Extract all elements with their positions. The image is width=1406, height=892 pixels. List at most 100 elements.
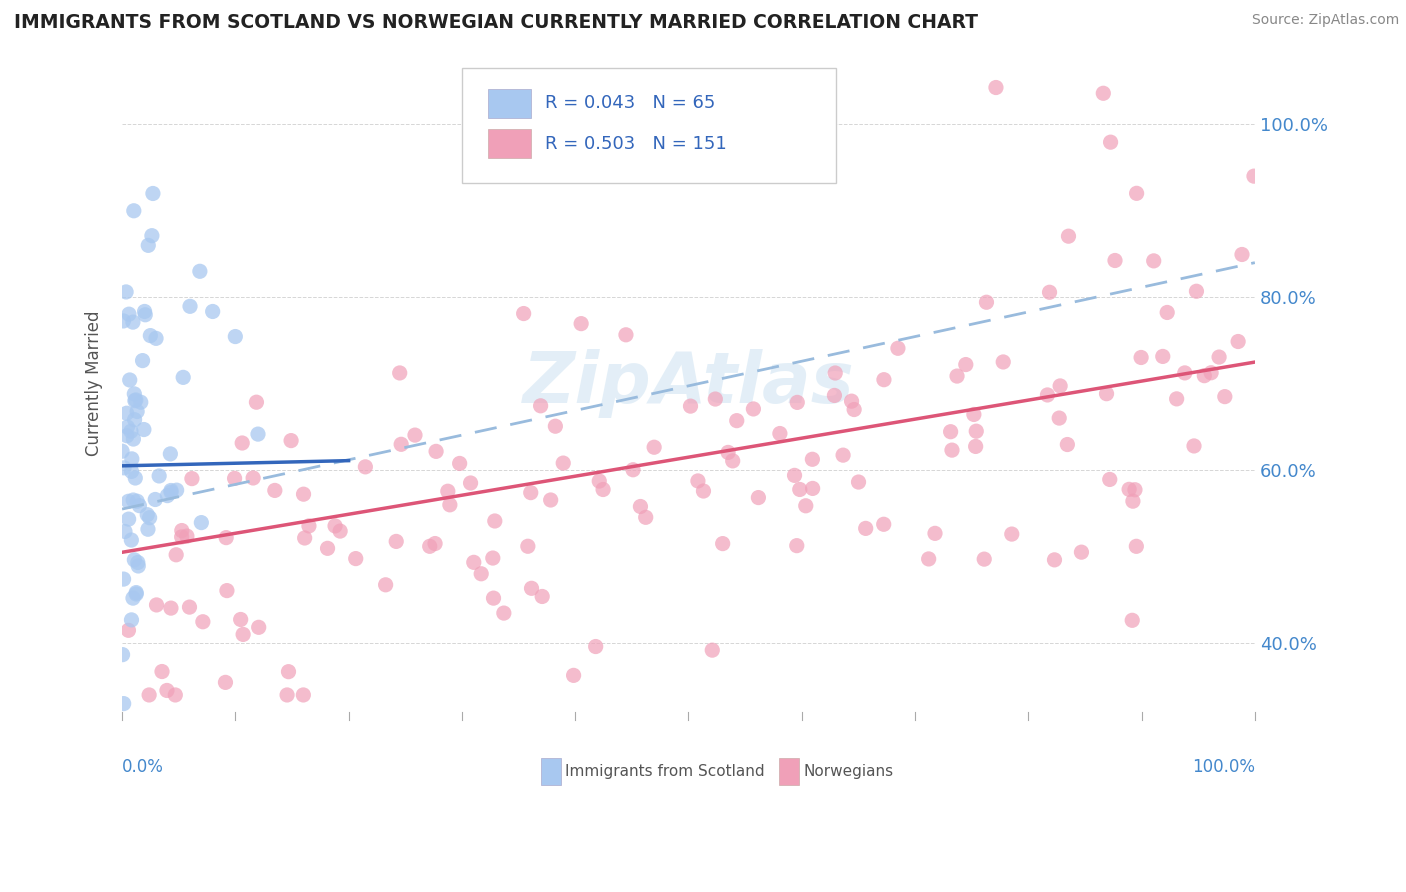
Point xyxy=(165,548,187,562)
Point xyxy=(1227,334,1250,349)
Point xyxy=(1152,350,1174,364)
Point xyxy=(1199,366,1222,380)
Point xyxy=(129,395,152,409)
Point xyxy=(592,483,614,497)
Point xyxy=(1125,186,1147,201)
Point xyxy=(628,500,651,514)
Point xyxy=(121,451,143,466)
Point xyxy=(117,494,139,508)
Point xyxy=(201,304,224,318)
Point xyxy=(1130,351,1153,365)
Point xyxy=(247,620,270,634)
Point xyxy=(354,459,377,474)
Point xyxy=(134,304,156,318)
Point xyxy=(419,539,441,553)
Point xyxy=(939,425,962,439)
Point xyxy=(470,566,492,581)
Point xyxy=(404,428,426,442)
FancyBboxPatch shape xyxy=(463,69,835,183)
Point xyxy=(150,665,173,679)
Text: Source: ZipAtlas.com: Source: ZipAtlas.com xyxy=(1251,13,1399,28)
Point xyxy=(120,425,142,439)
Point xyxy=(531,590,554,604)
Point xyxy=(277,665,299,679)
Point xyxy=(127,559,149,574)
Point xyxy=(1125,539,1147,553)
Point xyxy=(242,471,264,485)
Point xyxy=(138,688,160,702)
Point xyxy=(329,524,352,538)
Point xyxy=(344,551,367,566)
Point xyxy=(124,393,146,408)
Point xyxy=(449,457,471,471)
Point xyxy=(492,606,515,620)
Point xyxy=(224,329,246,343)
Point xyxy=(138,510,160,524)
Point xyxy=(117,512,139,526)
Point xyxy=(721,454,744,468)
Point xyxy=(179,600,201,615)
Point xyxy=(122,591,145,606)
Point xyxy=(215,531,238,545)
Point xyxy=(1095,386,1118,401)
Point xyxy=(873,517,896,532)
Point xyxy=(789,483,811,497)
Point xyxy=(176,529,198,543)
Text: ZipAtlas: ZipAtlas xyxy=(523,349,855,418)
Point xyxy=(1099,135,1122,149)
Point xyxy=(115,428,138,442)
Point xyxy=(769,426,792,441)
Point xyxy=(316,541,339,556)
Point xyxy=(179,299,201,313)
Point xyxy=(214,675,236,690)
Point xyxy=(516,539,538,553)
Point xyxy=(918,552,941,566)
Point xyxy=(1043,553,1066,567)
Point xyxy=(976,295,998,310)
Point xyxy=(1143,253,1166,268)
Point xyxy=(692,483,714,498)
Point xyxy=(124,471,146,485)
Point xyxy=(1104,253,1126,268)
Point xyxy=(374,578,396,592)
Point xyxy=(634,510,657,524)
Point xyxy=(643,440,665,454)
Point xyxy=(463,555,485,569)
Point xyxy=(1001,527,1024,541)
Point xyxy=(686,474,709,488)
Point xyxy=(569,317,592,331)
Point xyxy=(156,683,179,698)
Text: 100.0%: 100.0% xyxy=(1192,758,1256,776)
Point xyxy=(482,591,505,606)
Point xyxy=(118,307,141,321)
Point xyxy=(801,452,824,467)
Point xyxy=(136,508,159,522)
Point xyxy=(298,519,321,533)
Point xyxy=(294,531,316,545)
Point xyxy=(484,514,506,528)
Point xyxy=(125,585,148,599)
Point xyxy=(1047,411,1070,425)
Point xyxy=(783,468,806,483)
Point xyxy=(614,327,637,342)
Point xyxy=(801,482,824,496)
Point xyxy=(292,688,315,702)
Point xyxy=(621,463,644,477)
Point xyxy=(121,465,143,479)
Text: IMMIGRANTS FROM SCOTLAND VS NORWEGIAN CURRENTLY MARRIED CORRELATION CHART: IMMIGRANTS FROM SCOTLAND VS NORWEGIAN CU… xyxy=(14,13,979,32)
Point xyxy=(122,315,145,329)
Text: R = 0.503   N = 151: R = 0.503 N = 151 xyxy=(544,135,727,153)
FancyBboxPatch shape xyxy=(488,129,531,158)
Point xyxy=(166,483,188,498)
Point xyxy=(704,392,727,406)
Point xyxy=(245,395,267,409)
Point xyxy=(160,485,183,500)
Point xyxy=(246,427,269,442)
Point xyxy=(389,437,412,451)
Point xyxy=(139,328,162,343)
Point xyxy=(122,432,145,446)
Point xyxy=(439,498,461,512)
Point xyxy=(1182,439,1205,453)
Point xyxy=(1185,285,1208,299)
Point xyxy=(1122,494,1144,508)
